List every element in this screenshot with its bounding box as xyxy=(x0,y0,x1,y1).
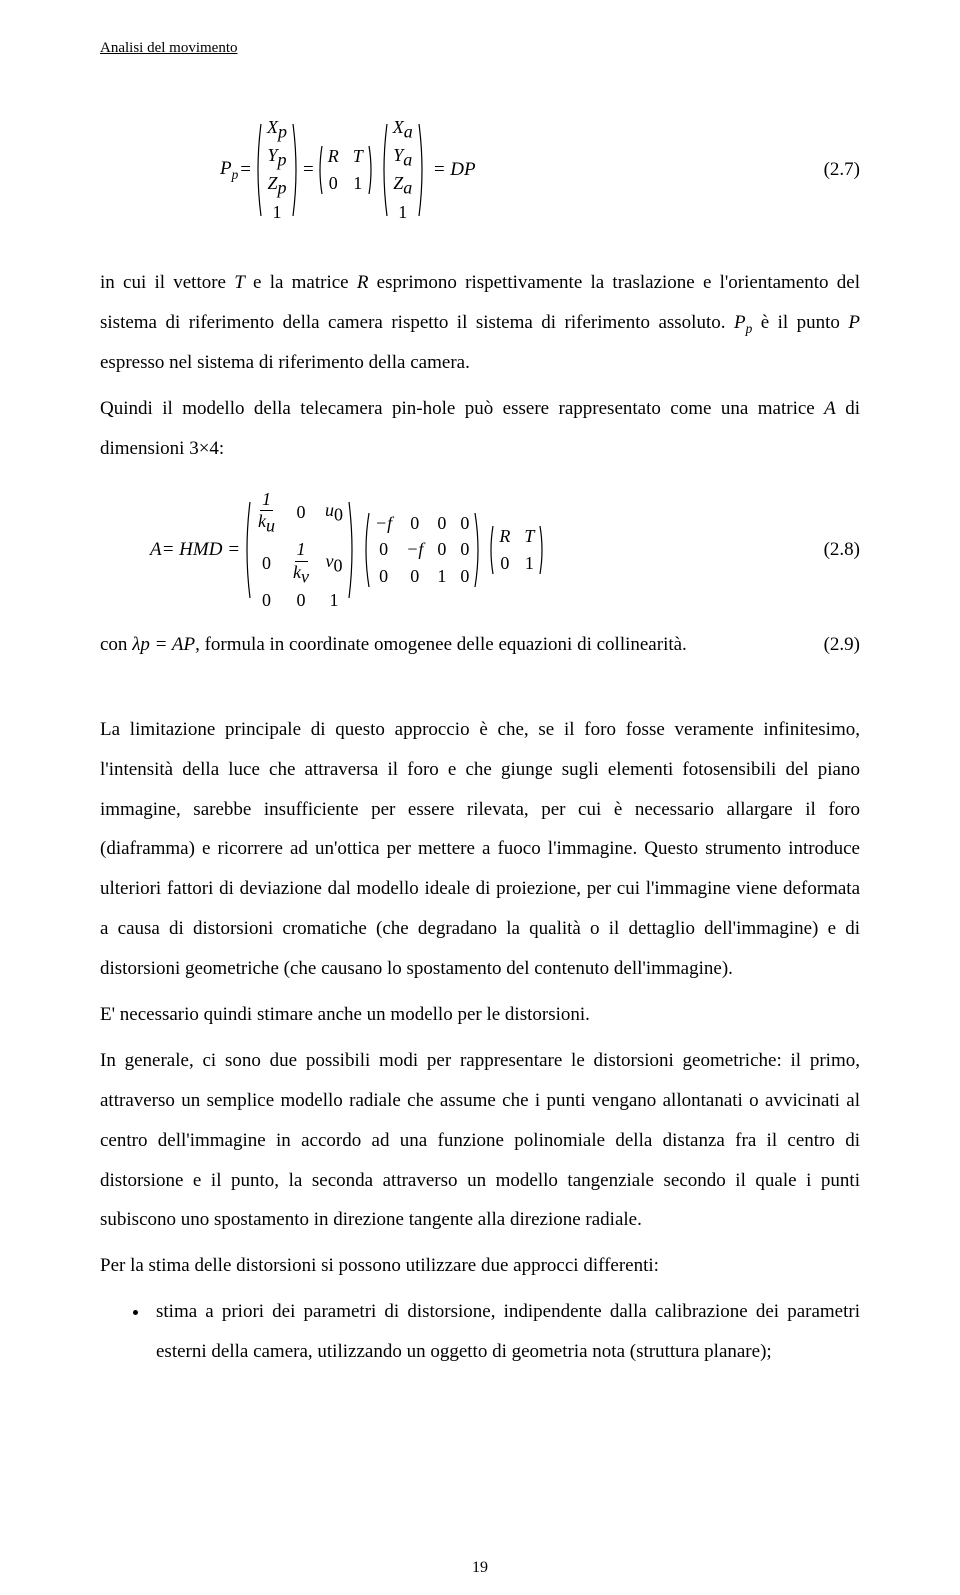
eq27-number: (2.7) xyxy=(824,159,860,181)
para3-eq: λp = AP xyxy=(132,634,195,655)
equation-2-7: Pp = Xp Yp Zp 1 = RT 01 xyxy=(100,117,860,223)
paragraph-7: Per la stima delle distorsioni si posson… xyxy=(100,1246,860,1286)
equation-2-9-line: con λp = AP, formula in coordinate omoge… xyxy=(100,634,860,656)
page-number: 19 xyxy=(0,1559,960,1577)
paragraph-1: in cui il vettore T e la matrice R espri… xyxy=(100,263,860,383)
eq27-vec-p: Xp Yp Zp 1 xyxy=(253,117,301,223)
running-header: Analisi del movimento xyxy=(100,40,860,57)
eq28-mat-d: RT 01 xyxy=(487,524,546,576)
eq28-mat-h: 1ku 0 u0 0 1kv v0 0 0 1 xyxy=(242,489,357,612)
bullet-item-1: stima a priori dei parametri di distorsi… xyxy=(150,1292,860,1372)
eq27-vec-a: Xa Ya Za 1 xyxy=(379,117,427,223)
eq27-equals-2: = xyxy=(303,159,314,181)
equation-2-8: A= HMD = 1ku 0 u0 0 1kv v0 0 0 1 xyxy=(100,489,860,612)
paragraph-4: La limitazione principale di questo appr… xyxy=(100,710,860,989)
eq27-rhs: = DP xyxy=(433,159,476,181)
paragraph-6: In generale, ci sono due possibili modi … xyxy=(100,1041,860,1240)
eq29-number: (2.9) xyxy=(824,634,860,656)
eq28-lhs: A= HMD = xyxy=(150,539,240,561)
eq28-mat-m: −f000 0−f00 0010 xyxy=(361,511,483,589)
eq27-lhs: Pp xyxy=(220,158,238,183)
paragraph-5: E' necessario quindi stimare anche un mo… xyxy=(100,995,860,1035)
eq28-number: (2.8) xyxy=(824,539,860,561)
eq27-mat-rt: RT 01 xyxy=(316,144,375,196)
para3-tail: , formula in coordinate omogenee delle e… xyxy=(195,634,687,655)
paragraph-2: Quindi il modello della telecamera pin-h… xyxy=(100,389,860,469)
eq27-equals-1: = xyxy=(240,159,251,181)
bullet-list: stima a priori dei parametri di distorsi… xyxy=(100,1292,860,1372)
para3-pre: con xyxy=(100,634,132,655)
